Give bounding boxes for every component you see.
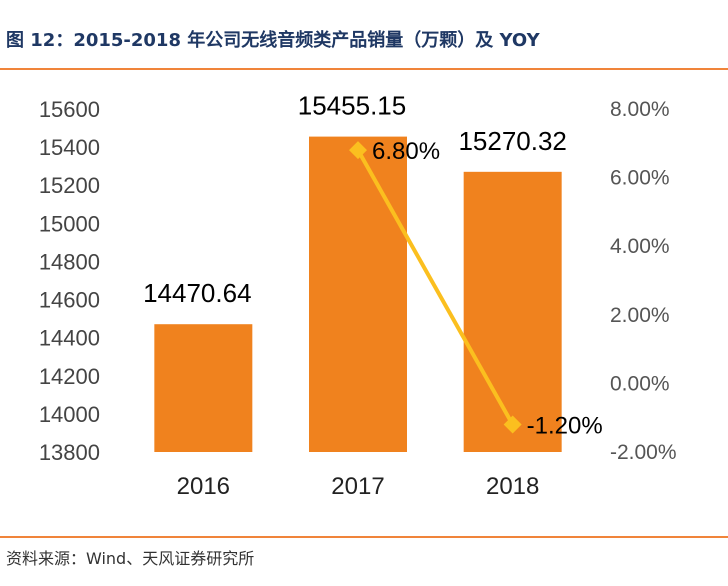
bar-value-label: 15270.32 (458, 126, 566, 156)
yoy-marker (349, 141, 367, 160)
x-tick-label: 2016 (177, 473, 230, 500)
bar-value-label: 14470.64 (143, 278, 251, 308)
x-axis-ticks: 2016 2017 2018 (177, 473, 540, 500)
left-tick-label: 15600 (39, 97, 100, 122)
yoy-line (356, 149, 515, 426)
right-tick-label: 6.00% (610, 167, 670, 190)
left-tick-label: 13800 (39, 440, 100, 465)
bar-series (154, 136, 562, 452)
source-note: 资料来源：Wind、天风证券研究所 (6, 549, 255, 568)
bar-value-label: 15455.15 (298, 91, 406, 121)
left-tick-label: 14000 (39, 402, 100, 427)
x-tick-label: 2018 (486, 473, 539, 500)
right-tick-label: 4.00% (610, 235, 670, 258)
bar (463, 171, 562, 452)
right-tick-label: 0.00% (610, 372, 670, 395)
line-data-labels: 6.80% -1.20% (372, 138, 603, 439)
yoy-value-label: -1.20% (527, 413, 603, 440)
figure-title: 图 12：2015-2018 年公司无线音频类产品销量（万颗）及 YOY (6, 30, 540, 51)
left-tick-label: 14400 (39, 326, 100, 351)
source-divider (0, 536, 728, 538)
left-tick-label: 14600 (39, 288, 100, 313)
title-divider (0, 68, 728, 70)
left-tick-label: 15400 (39, 135, 100, 160)
right-tick-label: -2.00% (610, 441, 677, 464)
right-tick-label: 2.00% (610, 304, 670, 327)
left-tick-label: 15200 (39, 173, 100, 198)
line-series (349, 141, 522, 434)
bar-data-labels: 14470.64 15455.15 15270.32 (143, 91, 567, 309)
left-axis-ticks: 13800 14000 14200 14400 14600 14800 15000 15200… (39, 97, 100, 465)
bar (309, 136, 407, 452)
yoy-value-label: 6.80% (372, 138, 440, 165)
x-tick-label: 2017 (331, 473, 384, 500)
left-tick-label: 14200 (39, 364, 100, 389)
left-tick-label: 15000 (39, 211, 100, 236)
left-tick-label: 14800 (39, 249, 100, 274)
bar (154, 324, 253, 452)
yoy-marker (503, 415, 522, 434)
right-tick-label: 8.00% (610, 98, 670, 121)
right-axis-ticks: -2.00% 0.00% 2.00% 4.00% 6.00% 8.00% (610, 98, 677, 464)
